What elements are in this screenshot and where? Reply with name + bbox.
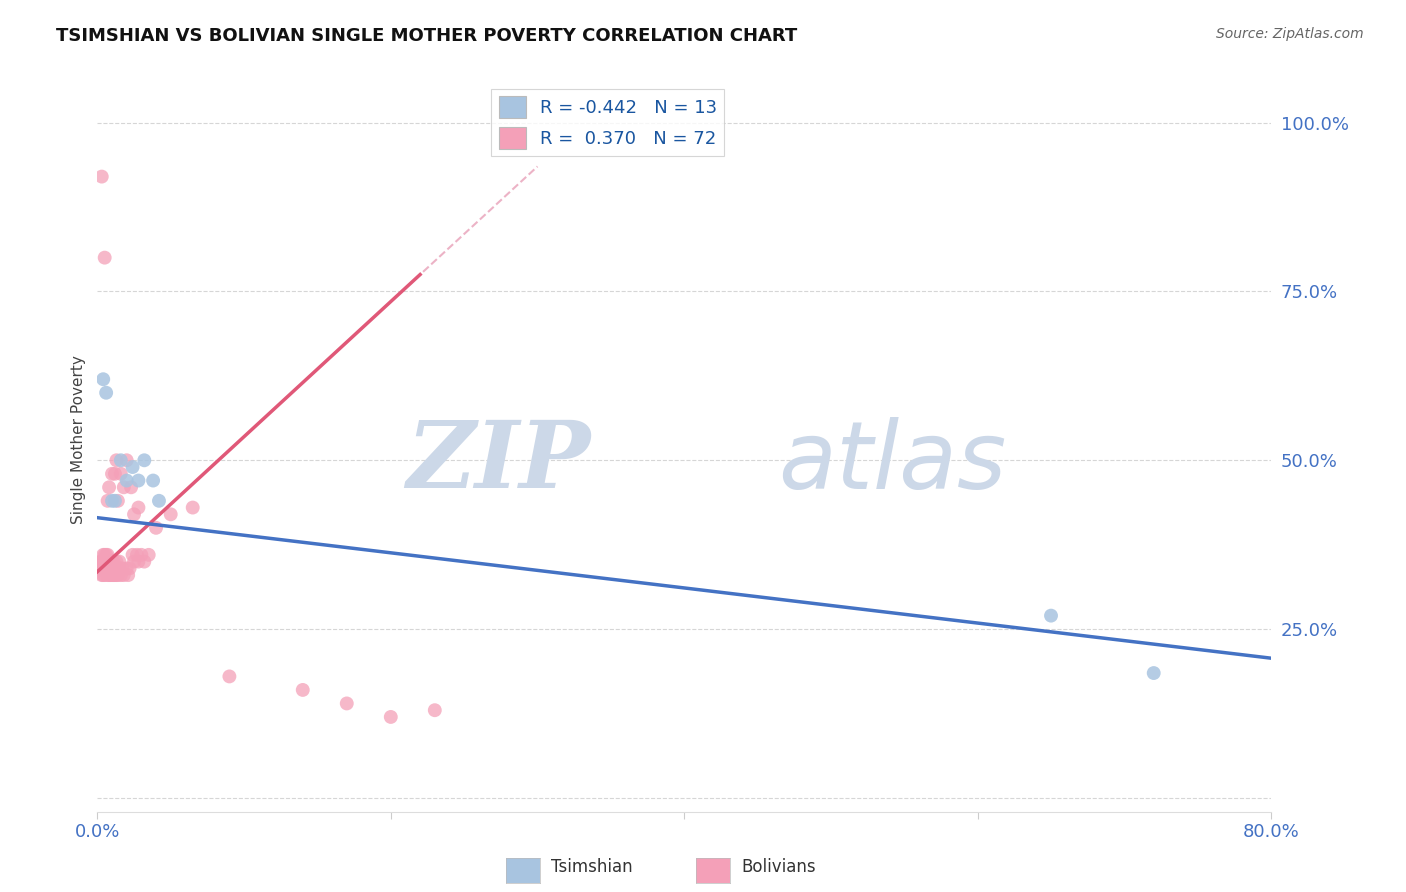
- Point: [90, 561, 112, 575]
- Point: [291, 682, 314, 697]
- Text: Tsimshian: Tsimshian: [551, 858, 633, 876]
- Point: [98, 568, 121, 582]
- Point: [91, 555, 114, 569]
- Point: [127, 555, 149, 569]
- Point: [112, 568, 135, 582]
- Point: [89, 555, 111, 569]
- Point: [105, 453, 128, 467]
- Point: [125, 548, 148, 562]
- Point: [90, 555, 112, 569]
- Point: [93, 561, 115, 575]
- Point: [110, 467, 132, 481]
- Point: [181, 500, 204, 515]
- Point: [96, 385, 118, 400]
- Point: [142, 474, 165, 488]
- Point: [127, 500, 149, 515]
- Point: [97, 561, 120, 575]
- Point: [423, 703, 446, 717]
- Point: [104, 561, 127, 575]
- Point: [145, 521, 167, 535]
- Point: [104, 568, 127, 582]
- Point: [107, 493, 129, 508]
- Point: [97, 555, 120, 569]
- Point: [105, 568, 128, 582]
- Point: [93, 555, 115, 569]
- Point: [93, 548, 115, 562]
- Point: [90, 568, 112, 582]
- Point: [380, 710, 402, 724]
- Point: [98, 480, 121, 494]
- Point: [101, 467, 124, 481]
- Text: Source: ZipAtlas.com: Source: ZipAtlas.com: [1216, 27, 1364, 41]
- Point: [91, 568, 114, 582]
- Legend: R = -0.442   N = 13, R =  0.370   N = 72: R = -0.442 N = 13, R = 0.370 N = 72: [491, 88, 724, 156]
- Point: [98, 555, 121, 569]
- Point: [93, 251, 115, 265]
- Point: [91, 548, 114, 562]
- Point: [121, 548, 143, 562]
- Point: [101, 561, 124, 575]
- Point: [112, 480, 135, 494]
- Point: [118, 561, 141, 575]
- Point: [104, 467, 127, 481]
- Point: [115, 474, 138, 488]
- Point: [336, 697, 359, 711]
- Point: [96, 548, 118, 562]
- Point: [97, 493, 120, 508]
- Y-axis label: Single Mother Poverty: Single Mother Poverty: [72, 356, 86, 524]
- Point: [110, 568, 132, 582]
- Point: [107, 568, 129, 582]
- Point: [101, 568, 124, 582]
- Point: [103, 555, 125, 569]
- Point: [97, 568, 120, 582]
- Point: [100, 568, 122, 582]
- Point: [97, 548, 120, 562]
- Point: [159, 508, 181, 522]
- Point: [122, 508, 145, 522]
- Point: [96, 561, 118, 575]
- Point: [127, 474, 149, 488]
- Point: [1040, 608, 1063, 623]
- Point: [117, 568, 139, 582]
- Point: [91, 372, 114, 386]
- Point: [108, 555, 131, 569]
- Point: [101, 493, 124, 508]
- Point: [89, 561, 111, 575]
- Point: [148, 493, 170, 508]
- Point: [100, 555, 122, 569]
- Point: [93, 568, 115, 582]
- Point: [115, 561, 138, 575]
- Point: [138, 548, 160, 562]
- Point: [103, 568, 125, 582]
- Point: [1143, 666, 1166, 681]
- Text: Bolivians: Bolivians: [741, 858, 815, 876]
- Point: [115, 453, 138, 467]
- Point: [122, 555, 145, 569]
- Point: [218, 669, 240, 683]
- Point: [91, 561, 114, 575]
- Point: [101, 555, 124, 569]
- Point: [104, 493, 127, 508]
- Point: [111, 561, 134, 575]
- Point: [98, 561, 121, 575]
- Point: [110, 453, 132, 467]
- Point: [105, 555, 128, 569]
- Point: [120, 480, 142, 494]
- Point: [134, 453, 156, 467]
- Text: atlas: atlas: [778, 417, 1007, 508]
- Point: [134, 555, 156, 569]
- Point: [96, 555, 118, 569]
- Point: [121, 460, 143, 475]
- Text: TSIMSHIAN VS BOLIVIAN SINGLE MOTHER POVERTY CORRELATION CHART: TSIMSHIAN VS BOLIVIAN SINGLE MOTHER POVE…: [56, 27, 797, 45]
- Point: [90, 169, 112, 184]
- Text: ZIP: ZIP: [406, 417, 591, 508]
- Point: [108, 561, 131, 575]
- Point: [131, 548, 153, 562]
